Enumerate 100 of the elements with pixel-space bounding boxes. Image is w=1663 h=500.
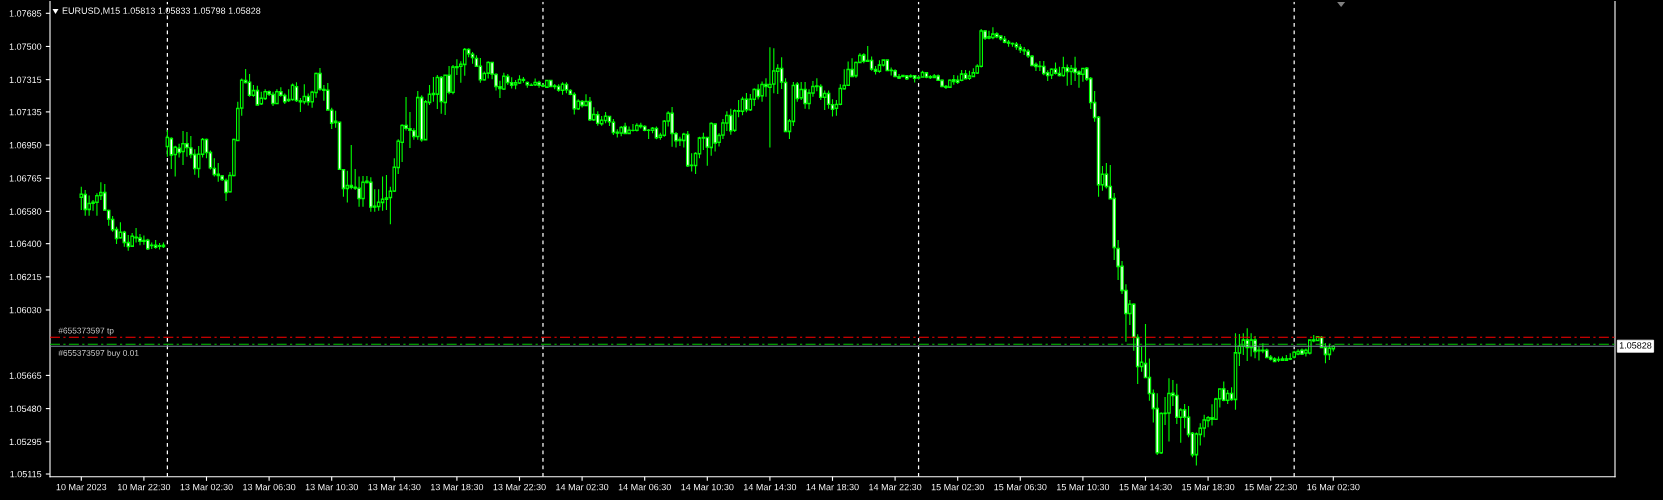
y-tick-label: 1.05480 (9, 405, 42, 412)
candlestick (951, 74, 956, 86)
candlestick (149, 241, 154, 250)
candlestick (744, 92, 749, 113)
x-tick-label: 15 Mar 14:30 (1119, 483, 1172, 491)
candlestick (271, 91, 275, 107)
x-tick-label: 14 Mar 02:30 (556, 483, 609, 491)
candlestick (599, 115, 604, 127)
x-tick-label: 13 Mar 14:30 (368, 483, 421, 491)
x-tick-label: 13 Mar 18:30 (430, 483, 484, 491)
candlestick (940, 78, 944, 88)
candlestick (1264, 347, 1269, 359)
x-tick-label: 15 Mar 10:30 (1056, 483, 1110, 491)
text: EURUSD,M15 1.05813 1.05833 1.05798 1.05828 (62, 7, 261, 15)
candlestick (670, 106, 674, 148)
candlestick (146, 238, 150, 251)
y-tick-label: 1.07685 (9, 10, 42, 17)
candlestick (760, 81, 764, 103)
candlestick (263, 88, 267, 101)
candlestick (369, 176, 373, 213)
candlestick (1280, 356, 1285, 362)
candlestick (803, 81, 807, 110)
candlestick (1272, 356, 1277, 363)
y-tick-label: 1.07135 (9, 108, 42, 116)
x-tick-label: 13 Mar 02:30 (180, 483, 233, 491)
candlestick (517, 74, 522, 85)
y-tick-label: 1.07315 (9, 76, 42, 83)
candlestick (948, 78, 952, 89)
candlestick (1253, 335, 1257, 359)
candlestick (924, 71, 929, 79)
x-tick-label: 15 Mar 02:30 (931, 483, 984, 491)
candlestick (478, 57, 483, 84)
candlestick (1296, 348, 1300, 356)
candlestick (1053, 61, 1058, 75)
candlestick (631, 123, 635, 133)
candlestick (932, 73, 937, 79)
candlestick (142, 234, 146, 246)
candlestick (134, 227, 138, 244)
x-tick-label: 14 Mar 18:30 (806, 483, 859, 491)
candlestick (905, 74, 909, 81)
candlestick (247, 73, 252, 98)
y-tick-label: 1.06765 (9, 175, 42, 182)
candlestick (1327, 343, 1332, 361)
y-tick-label: 1.06580 (9, 208, 42, 215)
x-tick-label: 15 Mar 06:30 (994, 483, 1047, 491)
candlestick (987, 30, 991, 40)
candlestick (995, 31, 999, 39)
candlestick (470, 51, 475, 65)
candlestick (1308, 338, 1312, 356)
candlestick (955, 74, 960, 85)
candlestick (623, 122, 627, 135)
candlestick (908, 73, 913, 79)
y-tick-label: 1.05115 (10, 470, 42, 478)
candlestick (963, 69, 968, 80)
candlestick (505, 73, 510, 86)
candlestick (153, 239, 158, 250)
candlestick (627, 126, 631, 135)
candlestick (678, 136, 682, 147)
candlestick (897, 73, 901, 80)
candlestick (1155, 392, 1160, 456)
candlestick (161, 241, 166, 249)
candlestick (545, 79, 549, 89)
candlestick (537, 80, 541, 89)
candlestick (552, 83, 557, 90)
candlestick (560, 81, 565, 96)
x-tick-label: 10 Mar 22:30 (117, 483, 171, 491)
candlestick (1014, 41, 1019, 51)
ref-line-label: #655373597 tp (58, 327, 114, 336)
x-tick-label: 10 Mar 2023 (56, 483, 107, 491)
candlestick (255, 85, 260, 107)
candlestick (846, 60, 850, 87)
candlestick (157, 242, 162, 250)
candlestick (548, 79, 553, 88)
candlestick (529, 82, 534, 87)
candlestick (435, 74, 440, 110)
candlestick (126, 234, 131, 252)
candlestick (967, 70, 972, 81)
candlestick (525, 81, 530, 89)
candlestick (380, 176, 385, 212)
candlestick (611, 118, 616, 136)
candlestick (877, 59, 882, 74)
candlestick (1245, 327, 1250, 362)
candlestick (595, 110, 600, 127)
candlestick (635, 122, 639, 133)
candlestick (1002, 35, 1007, 44)
x-tick-label: 14 Mar 22:30 (869, 483, 922, 491)
candlestick (361, 175, 365, 208)
candlestick (1288, 352, 1293, 361)
x-tick-label: 14 Mar 10:30 (681, 483, 734, 491)
candlestick (1006, 39, 1011, 48)
candlestick (885, 58, 890, 72)
candlestick (1292, 350, 1296, 360)
candlestick (928, 74, 933, 80)
candlestick (513, 79, 518, 90)
candlestick (1300, 347, 1304, 356)
candlestick (572, 91, 577, 116)
candlestick (1010, 41, 1015, 48)
x-tick-label: 13 Mar 06:30 (243, 483, 296, 491)
candlestick (603, 111, 608, 124)
candlestick (216, 162, 221, 183)
